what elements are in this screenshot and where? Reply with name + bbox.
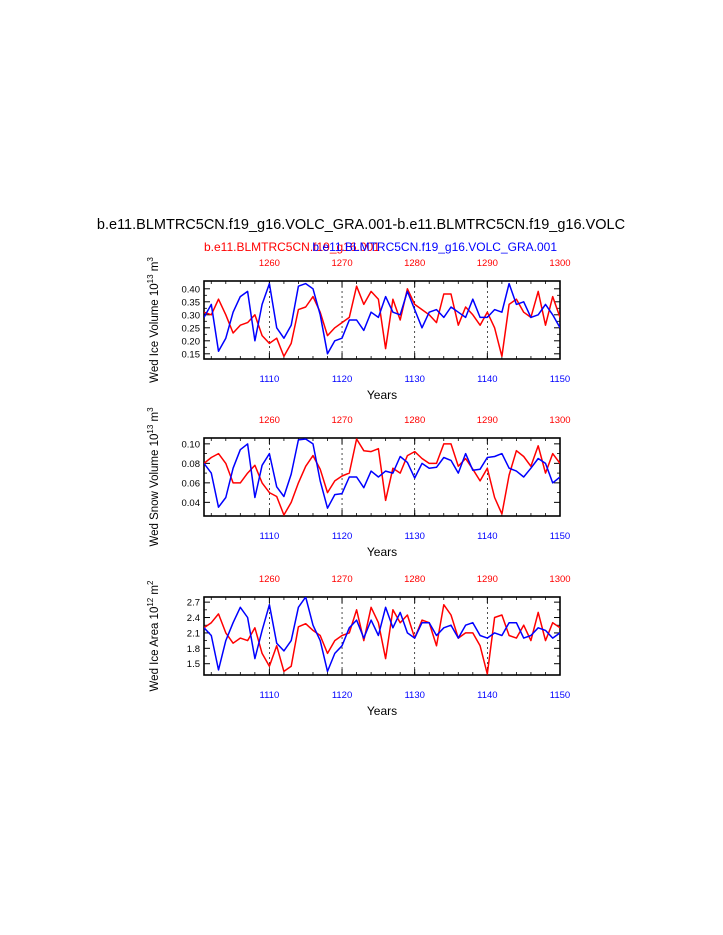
x-tick-label-top: 1280 <box>404 258 425 269</box>
x-tick-label-top: 1260 <box>259 415 280 426</box>
x-tick-label-top: 1270 <box>331 574 352 585</box>
x-tick-label-bottom: 1130 <box>404 531 424 542</box>
x-axis-title: Years <box>367 388 397 402</box>
y-tick-label: 2.4 <box>187 613 200 624</box>
y-tick-label: 1.8 <box>187 644 200 655</box>
figure-title: b.e11.BLMTRC5CN.f19_g16.VOLC_GRA.001-b.e… <box>97 217 625 233</box>
subtitle-left: b.e11.BLMTRC5CN.f19_g16.001 <box>204 240 380 254</box>
y-tick-label: 0.30 <box>182 310 201 321</box>
x-tick-label-top: 1290 <box>477 415 498 426</box>
y-tick-label: 1.5 <box>187 659 200 670</box>
y-axis-title-ylabel-main: Wed Ice Volume 10 <box>149 283 161 383</box>
x-tick-label-top: 1300 <box>549 574 570 585</box>
y-axis-title-ylabel-unit-sup: 3 <box>146 257 155 262</box>
y-tick-label: 0.20 <box>182 336 201 347</box>
y-tick-label: 0.25 <box>182 323 201 334</box>
x-tick-label-bottom: 1120 <box>332 690 352 701</box>
x-tick-label-top: 1300 <box>549 415 570 426</box>
x-tick-label-bottom: 1110 <box>260 690 280 701</box>
x-tick-label-bottom: 1150 <box>550 531 570 542</box>
y-axis-title-ylabel-main: Wed Snow Volume 10 <box>149 434 161 547</box>
y-tick-label: 0.35 <box>182 297 201 308</box>
y-axis-title-ylabel-sup: 13 <box>146 424 155 433</box>
series-line-red <box>204 438 560 516</box>
y-axis-title: Wed Ice Area 1012 m2 <box>146 580 161 692</box>
series-line-red <box>204 603 560 675</box>
x-tick-label-bottom: 1140 <box>477 531 497 542</box>
y-tick-label: 0.10 <box>182 439 201 450</box>
x-tick-label-top: 1290 <box>477 258 498 269</box>
x-tick-label-top: 1260 <box>259 574 280 585</box>
x-tick-label-bottom: 1150 <box>550 690 570 701</box>
x-tick-label-bottom: 1150 <box>550 374 570 385</box>
y-tick-label: 0.08 <box>182 459 201 470</box>
x-tick-label-top: 1290 <box>477 574 498 585</box>
series-line-blue <box>204 282 560 355</box>
chart-panel-3: 1110 1120 1130 1140 1150 1260 1270 1280 1290 1300… <box>146 574 571 718</box>
x-tick-label-bottom: 1130 <box>404 690 424 701</box>
series-line-blue <box>204 597 560 673</box>
y-axis-title-ylabel-unit: m <box>149 585 161 598</box>
chart-panel-2: 1110 1120 1130 1140 1150 1260 1270 1280 1290 1300… <box>146 407 571 559</box>
x-tick-label-bottom: 1130 <box>404 374 424 385</box>
y-tick-label: 0.15 <box>182 349 201 360</box>
y-axis-title: Wed Ice Volume 1013 m3 <box>146 257 161 383</box>
y-tick-label: 2.7 <box>187 598 200 609</box>
chart-panel-1: 1110 1120 1130 1140 1150 1260 1270 1280 1290 1300… <box>146 257 571 402</box>
x-axis-title: Years <box>367 545 397 559</box>
x-tick-label-bottom: 1120 <box>332 374 352 385</box>
x-tick-label-top: 1270 <box>331 415 352 426</box>
x-tick-label-bottom: 1110 <box>260 374 280 385</box>
x-tick-label-bottom: 1140 <box>477 374 497 385</box>
x-tick-label-bottom: 1140 <box>477 690 497 701</box>
y-axis-title-ylabel-unit: m <box>149 412 161 425</box>
y-axis-title-ylabel-main: Wed Ice Area 10 <box>149 607 161 692</box>
y-tick-label: 0.40 <box>182 284 201 295</box>
plot-frame <box>203 280 561 360</box>
y-tick-label: 0.04 <box>182 498 201 509</box>
y-axis-title-ylabel-unit-sup: 2 <box>146 580 155 585</box>
y-tick-label: 2.1 <box>187 628 200 639</box>
x-tick-label-top: 1260 <box>259 258 280 269</box>
series-line-red <box>204 285 560 358</box>
y-axis-title-ylabel-sup: 12 <box>146 597 155 606</box>
y-axis-title-ylabel-unit-sup: 3 <box>146 407 155 412</box>
x-tick-label-top: 1300 <box>549 258 570 269</box>
x-tick-label-bottom: 1120 <box>332 531 352 542</box>
x-tick-label-top: 1280 <box>404 574 425 585</box>
x-axis-title: Years <box>367 704 397 718</box>
y-axis-title-ylabel-sup: 13 <box>146 274 155 283</box>
x-tick-label-top: 1280 <box>404 415 425 426</box>
x-tick-label-bottom: 1110 <box>260 531 280 542</box>
subtitle-right: b.e11.BLMTRC5CN.f19_g16.VOLC_GRA.001 <box>312 240 557 254</box>
y-tick-label: 0.06 <box>182 478 201 489</box>
series-line-blue <box>204 438 560 509</box>
x-tick-label-top: 1270 <box>331 258 352 269</box>
y-axis-title: Wed Snow Volume 1013 m3 <box>146 407 161 547</box>
y-axis-title-ylabel-unit: m <box>149 262 161 275</box>
plot-frame <box>203 596 561 676</box>
